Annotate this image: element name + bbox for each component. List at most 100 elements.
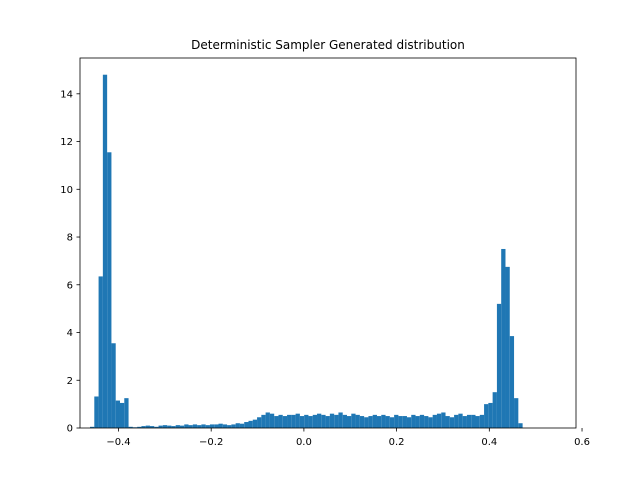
histogram-bar: [334, 414, 339, 428]
histogram-bar: [248, 420, 253, 428]
y-tick-label: 10: [60, 185, 73, 196]
histogram-bar: [432, 414, 437, 428]
chart-title: Deterministic Sampler Generated distribu…: [191, 38, 465, 52]
histogram-bar: [304, 414, 309, 428]
histogram-bar: [265, 412, 270, 428]
histogram-bar: [227, 425, 232, 428]
histogram-bar: [209, 424, 215, 428]
histogram-bar: [102, 74, 108, 429]
histogram-bar: [368, 416, 373, 428]
x-tick-label: 0.4: [481, 437, 497, 448]
histogram-bar: [111, 343, 116, 428]
histogram-bar: [184, 424, 189, 428]
histogram-bar: [496, 303, 502, 428]
histogram-bar: [231, 424, 236, 428]
histogram-bar: [394, 414, 399, 428]
x-tick-label: −0.2: [199, 437, 223, 448]
histogram-bar: [154, 426, 159, 428]
histogram-bar: [308, 416, 313, 428]
histogram-bar: [197, 425, 202, 428]
histogram-bar: [342, 414, 347, 428]
y-tick-label: 0: [67, 424, 73, 435]
histogram-bar: [141, 426, 146, 428]
histogram-bar: [398, 416, 403, 428]
histogram-bar: [312, 414, 318, 428]
y-tick-label: 14: [60, 89, 73, 100]
histogram-bar: [214, 424, 219, 428]
histogram-bar: [355, 414, 360, 428]
histogram-bar: [475, 416, 480, 428]
histogram-bar: [466, 414, 472, 428]
histogram-bar: [201, 424, 206, 428]
histogram-bar: [171, 426, 176, 428]
histogram-bar: [458, 413, 463, 428]
x-tick-label: 0.0: [296, 437, 312, 448]
histogram-bar: [359, 416, 365, 428]
histogram-bar: [454, 414, 459, 428]
histogram-bar: [351, 413, 356, 428]
histogram-bar: [389, 417, 395, 428]
histogram-bar: [162, 425, 168, 428]
histogram-bar: [175, 425, 180, 428]
histogram-bar: [218, 423, 223, 428]
histogram-bar: [235, 423, 240, 428]
histogram-bar: [115, 400, 120, 428]
x-tick-label: 0.2: [389, 437, 405, 448]
histogram-bar: [192, 424, 198, 428]
histogram-bar: [347, 416, 352, 428]
histogram-bar: [449, 417, 455, 428]
histogram-bar: [479, 414, 485, 428]
y-axis: 0 2 4 6 8 10 12 14: [60, 89, 80, 435]
histogram-bar: [222, 424, 228, 428]
histogram-bar: [274, 416, 279, 428]
x-tick-label: −0.4: [106, 437, 130, 448]
y-tick-label: 4: [67, 328, 73, 339]
histogram-bar: [488, 402, 493, 428]
histogram-bar: [406, 417, 412, 428]
histogram-bar: [158, 425, 163, 428]
plot-frame: [79, 57, 577, 429]
histogram-bar: [419, 414, 425, 428]
histogram-bar: [167, 425, 172, 428]
histogram-bar: [291, 414, 296, 428]
histogram-bar: [287, 414, 292, 428]
histogram-bar: [505, 266, 510, 428]
histogram-bar: [269, 413, 275, 428]
histogram-bar: [329, 413, 335, 428]
histogram-bar: [325, 416, 330, 428]
histogram-bar: [338, 412, 343, 428]
histogram-bar: [257, 417, 262, 428]
histogram-bar: [428, 417, 433, 428]
histogram-bar: [441, 412, 446, 428]
bars-group: [90, 74, 523, 429]
histogram-bar: [376, 416, 382, 428]
histogram-bar: [445, 416, 450, 428]
histogram-bar: [239, 423, 245, 428]
y-tick-label: 2: [67, 376, 73, 387]
histogram-bar: [90, 426, 95, 428]
histogram-bar: [385, 416, 390, 428]
histogram-bar: [471, 414, 476, 428]
histogram-bar: [107, 152, 112, 429]
histogram-bar: [462, 416, 467, 428]
histogram-bar: [149, 426, 155, 428]
histogram-bar: [364, 417, 369, 428]
histogram-bar: [278, 414, 283, 428]
histogram-bar: [415, 416, 420, 428]
histogram-bar: [501, 248, 506, 428]
histogram-bar: [411, 414, 416, 428]
histogram-bar: [179, 425, 185, 428]
histogram-bar: [424, 416, 429, 428]
histogram-bar: [188, 425, 193, 428]
x-axis: −0.4 −0.2 0.0 0.2 0.4 0.6: [106, 428, 590, 448]
histogram-bar: [124, 398, 129, 428]
histogram-bar: [94, 396, 99, 428]
histogram-bar: [518, 423, 523, 428]
histogram-bar: [299, 416, 305, 428]
y-tick-label: 8: [67, 233, 73, 244]
histogram-bar: [402, 416, 407, 428]
histogram-bar: [492, 392, 497, 428]
y-tick-label: 6: [67, 280, 73, 291]
